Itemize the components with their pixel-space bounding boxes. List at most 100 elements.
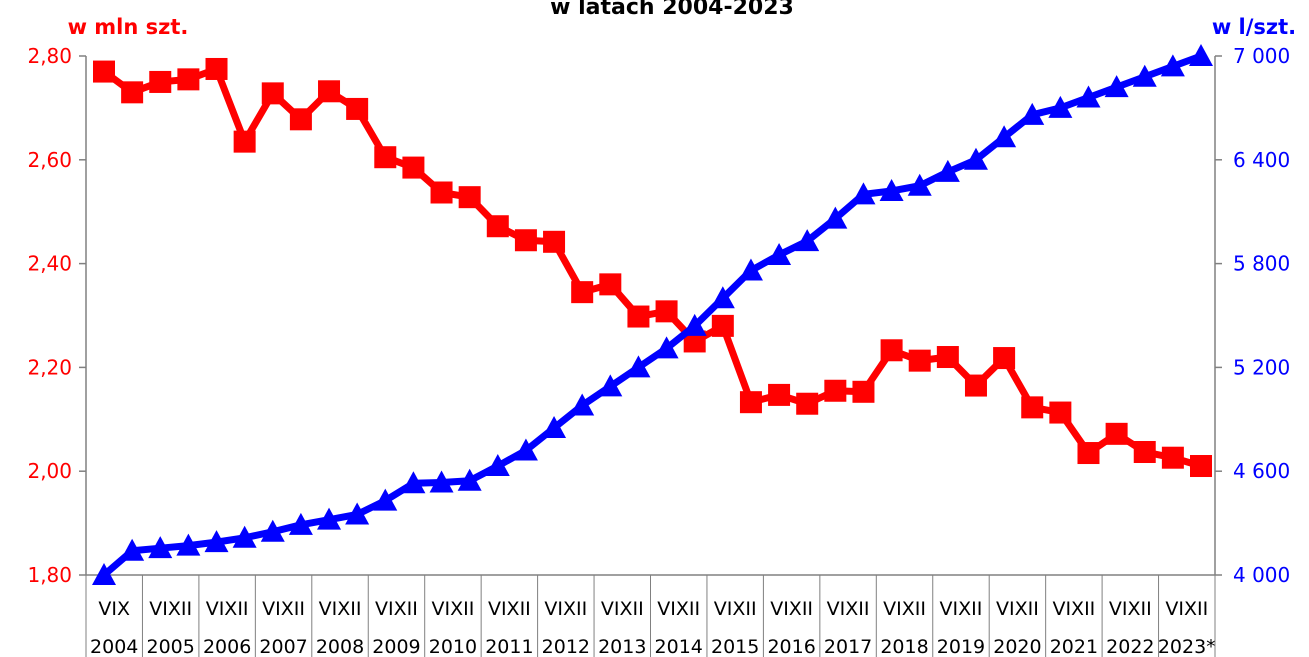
- series-line-left: [101, 65, 1202, 470]
- year-tick-label: 2011: [485, 636, 533, 657]
- right-tick-label: 4 600: [1233, 459, 1290, 483]
- right-axis-unit: w l/szt.: [1212, 15, 1296, 39]
- data-point-triangle: [1160, 54, 1185, 77]
- data-point-triangle: [345, 502, 370, 525]
- data-point-square: [711, 314, 734, 337]
- data-point-square: [993, 347, 1016, 370]
- data-point-square: [683, 330, 706, 353]
- data-point-square: [346, 97, 369, 120]
- data-point-triangle: [485, 454, 510, 477]
- data-point-triangle: [513, 438, 538, 461]
- data-point-triangle: [570, 393, 595, 416]
- data-point-triangle: [1189, 44, 1213, 66]
- year-tick-label: 2016: [767, 636, 815, 657]
- period-tick-label: VIXII: [375, 598, 418, 620]
- data-point-triangle: [542, 415, 567, 438]
- period-tick-label: VIXII: [488, 598, 531, 620]
- data-point-triangle: [823, 206, 848, 229]
- period-tick-label: VIXII: [714, 598, 757, 620]
- year-tick-label: 2007: [259, 636, 307, 657]
- left-tick-label: 2,80: [27, 44, 72, 68]
- series-right-blue: [92, 44, 1213, 585]
- period-tick-label: VIXII: [149, 598, 192, 620]
- data-point-square: [1021, 396, 1044, 419]
- right-tick-label: 5 800: [1233, 252, 1290, 276]
- data-point-triangle: [204, 530, 229, 553]
- left-tick-label: 1,80: [27, 563, 72, 587]
- period-tick-label: VIXII: [601, 598, 644, 620]
- right-axis-ticks: 4 000 4 600 5 200 5 800 6 400 7 000: [1215, 44, 1290, 587]
- data-point-triangle: [710, 286, 735, 309]
- left-axis-ticks: 1,80 2,00 2,20 2,40 2,60 2,80: [27, 44, 86, 587]
- data-point-triangle: [232, 525, 257, 548]
- period-tick-label: VIXII: [1109, 598, 1152, 620]
- data-point-square: [93, 60, 115, 83]
- data-point-square: [1161, 446, 1184, 469]
- data-point-square: [177, 68, 200, 91]
- data-point-square: [880, 339, 903, 362]
- period-tick-label: VIXII: [940, 598, 983, 620]
- data-point-square: [1133, 440, 1156, 463]
- period-tick-label: VIXII: [770, 598, 813, 620]
- year-tick-label: 2012: [542, 636, 590, 657]
- series-line-right: [101, 52, 1203, 578]
- data-point-square: [908, 349, 931, 372]
- data-point-triangle: [654, 336, 679, 359]
- left-axis-unit: w mln szt.: [68, 15, 189, 39]
- data-point-square: [768, 383, 791, 406]
- x-axis-labels: VIX 2004 VIXII 2005 VIXII 2006 VIXII 2007 VIXII 2…: [85, 575, 1216, 657]
- data-point-triangle: [682, 313, 707, 336]
- period-tick-label: VIXII: [432, 598, 475, 620]
- data-point-square: [205, 57, 228, 80]
- data-point-square: [149, 70, 172, 93]
- data-point-square: [233, 130, 256, 153]
- data-point-triangle: [457, 468, 482, 491]
- data-point-triangle: [1104, 75, 1129, 98]
- right-tick-label: 5 200: [1233, 355, 1290, 379]
- year-tick-label: 2015: [711, 636, 759, 657]
- year-tick-label: 2022: [1106, 636, 1154, 657]
- data-point-square: [739, 391, 762, 414]
- year-tick-label: 2005: [146, 636, 194, 657]
- right-tick-label: 6 400: [1233, 148, 1290, 172]
- left-tick-label: 2,40: [27, 252, 72, 276]
- year-tick-label: 2018: [880, 636, 928, 657]
- data-point-triangle: [92, 563, 116, 585]
- year-tick-label: 2006: [203, 636, 251, 657]
- data-point-square: [1105, 422, 1128, 445]
- data-point-triangle: [401, 471, 426, 494]
- data-point-square: [824, 379, 847, 402]
- data-point-triangle: [429, 470, 454, 493]
- data-point-triangle: [767, 242, 792, 265]
- period-tick-label: VIXII: [206, 598, 249, 620]
- year-tick-label: 2008: [316, 636, 364, 657]
- year-tick-label: 2021: [1050, 636, 1098, 657]
- data-point-triangle: [907, 173, 932, 196]
- right-tick-label: 4 000: [1233, 563, 1290, 587]
- data-point-triangle: [120, 538, 145, 561]
- data-point-square: [655, 300, 678, 323]
- data-point-square: [430, 181, 453, 204]
- data-point-triangle: [963, 147, 988, 170]
- data-point-square: [402, 156, 425, 179]
- data-point-triangle: [317, 507, 342, 530]
- period-tick-label: VIXII: [996, 598, 1039, 620]
- data-point-square: [627, 305, 650, 328]
- period-tick-label: VIXII: [262, 598, 305, 620]
- data-point-square: [964, 374, 987, 397]
- data-point-triangle: [260, 519, 285, 542]
- data-point-square: [936, 346, 959, 369]
- data-point-triangle: [738, 258, 763, 281]
- year-tick-label: 2010: [429, 636, 477, 657]
- right-tick-label: 7 000: [1233, 44, 1290, 68]
- data-point-triangle: [992, 125, 1017, 148]
- year-tick-label: 2023*: [1158, 636, 1216, 657]
- chart-title: w latach 2004-2023: [550, 0, 794, 20]
- period-tick-label: VIX: [98, 598, 130, 620]
- data-point-triangle: [626, 355, 651, 378]
- data-point-triangle: [1076, 85, 1101, 108]
- data-point-square: [543, 230, 566, 253]
- period-tick-label: VIXII: [657, 598, 700, 620]
- data-point-triangle: [1048, 95, 1073, 118]
